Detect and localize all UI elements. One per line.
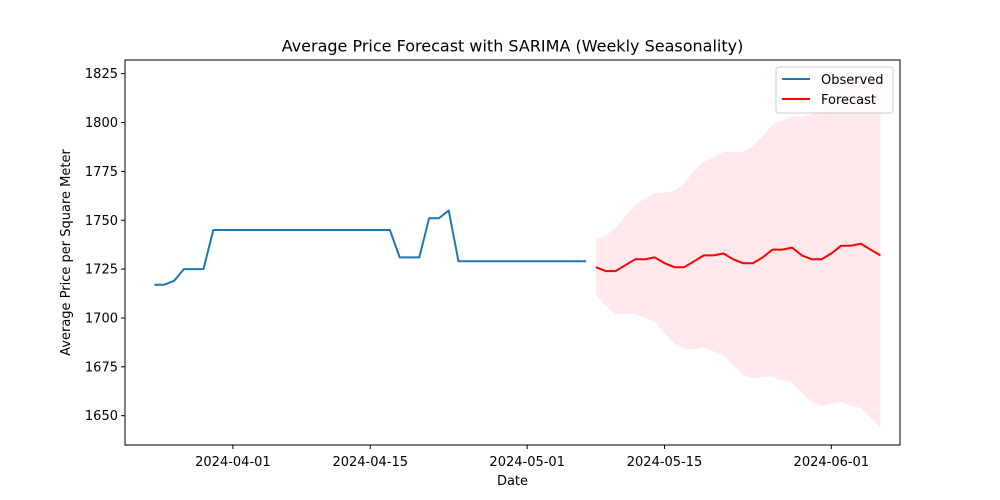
series-line-forecast	[595, 242, 881, 273]
y-tick-label: 1675	[85, 360, 118, 375]
x-tick-label: 2024-05-01	[489, 455, 565, 470]
x-tick-label: 2024-04-01	[195, 455, 271, 470]
x-axis: 2024-04-01 2024-04-15 2024-05-01 2024-05-15…	[195, 445, 869, 470]
y-tick-label: 1825	[85, 67, 118, 82]
y-tick-label: 1700	[85, 311, 118, 326]
plot-area	[124, 59, 901, 446]
series-layer	[154, 209, 881, 286]
confidence-band-layer	[595, 77, 881, 428]
y-tick-label: 1750	[85, 214, 118, 229]
forecast-confidence-band	[595, 77, 881, 428]
x-axis-label: Date	[497, 474, 528, 489]
y-axis: 1650 1675 1700 1725 1750 1775 1800 1825	[85, 67, 125, 424]
y-tick-label: 1725	[85, 263, 118, 278]
y-tick-label: 1800	[85, 116, 118, 131]
legend-label-forecast: Forecast	[821, 93, 876, 108]
legend: Observed Forecast	[775, 66, 894, 114]
y-tick-label: 1775	[85, 165, 118, 180]
y-tick-label: 1650	[85, 409, 118, 424]
legend-label-observed: Observed	[821, 73, 884, 88]
x-tick-label: 2024-06-01	[794, 455, 870, 470]
x-tick-label: 2024-04-15	[332, 455, 408, 470]
series-line-observed	[154, 209, 587, 286]
chart-title: Average Price Forecast with SARIMA (Week…	[282, 37, 744, 56]
x-tick-label: 2024-05-15	[627, 455, 703, 470]
y-axis-label: Average Price per Square Meter	[59, 149, 74, 356]
plot-frame	[124, 59, 901, 446]
